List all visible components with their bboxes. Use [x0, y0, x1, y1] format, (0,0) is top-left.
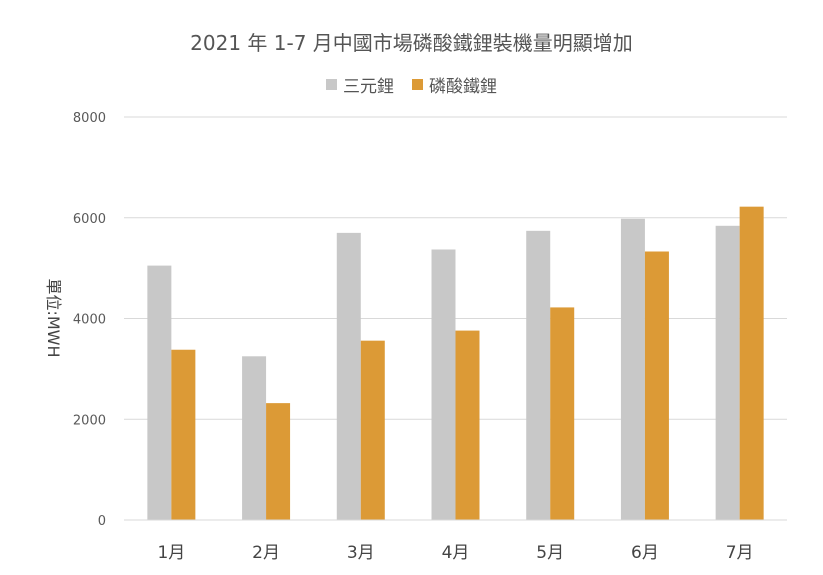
x-tick-label: 2月 [252, 543, 280, 563]
bar-series-2-2 [266, 403, 291, 520]
bar-series-2-5 [550, 307, 575, 520]
x-tick-label: 4月 [442, 543, 470, 563]
y-tick-label: 0 [98, 514, 106, 529]
chart-title: 2021 年 1-7 月中國市場磷酸鐵鋰裝機量明顯增加 [190, 31, 633, 55]
bar-series-2-1 [171, 349, 196, 520]
legend-swatch-series-2 [412, 79, 423, 90]
x-tick-label: 6月 [631, 543, 659, 563]
bar-series-1-6 [620, 218, 645, 520]
x-tick-label: 5月 [536, 543, 564, 563]
bar-series-2-4 [455, 330, 480, 520]
legend-label-series-2: 磷酸鐵鋰 [429, 77, 497, 97]
x-tick-label: 1月 [157, 543, 185, 563]
bar-series-2-6 [644, 251, 669, 520]
y-tick-label: 2000 [73, 413, 106, 428]
bar-series-2-3 [360, 340, 385, 520]
y-tick-label: 8000 [73, 111, 106, 126]
bar-series-1-7 [715, 225, 740, 520]
bar-series-1-3 [336, 232, 361, 521]
legend-swatch-series-1 [326, 79, 337, 90]
x-tick-label: 7月 [726, 543, 754, 563]
x-tick-label: 3月 [347, 543, 375, 563]
bar-series-1-2 [242, 356, 267, 520]
y-tick-label: 6000 [73, 212, 106, 227]
chart-legend: 三元鋰 磷酸鐵鋰 [0, 72, 823, 97]
bar-series-1-4 [431, 249, 456, 520]
legend-label-series-1: 三元鋰 [343, 77, 394, 97]
bar-series-1-1 [147, 265, 172, 520]
legend-item-series-1: 三元鋰 [326, 72, 394, 97]
y-tick-label: 4000 [73, 313, 106, 328]
legend-item-series-2: 磷酸鐵鋰 [412, 72, 497, 97]
bar-series-2-7 [739, 206, 764, 521]
bar-series-1-5 [526, 230, 551, 520]
